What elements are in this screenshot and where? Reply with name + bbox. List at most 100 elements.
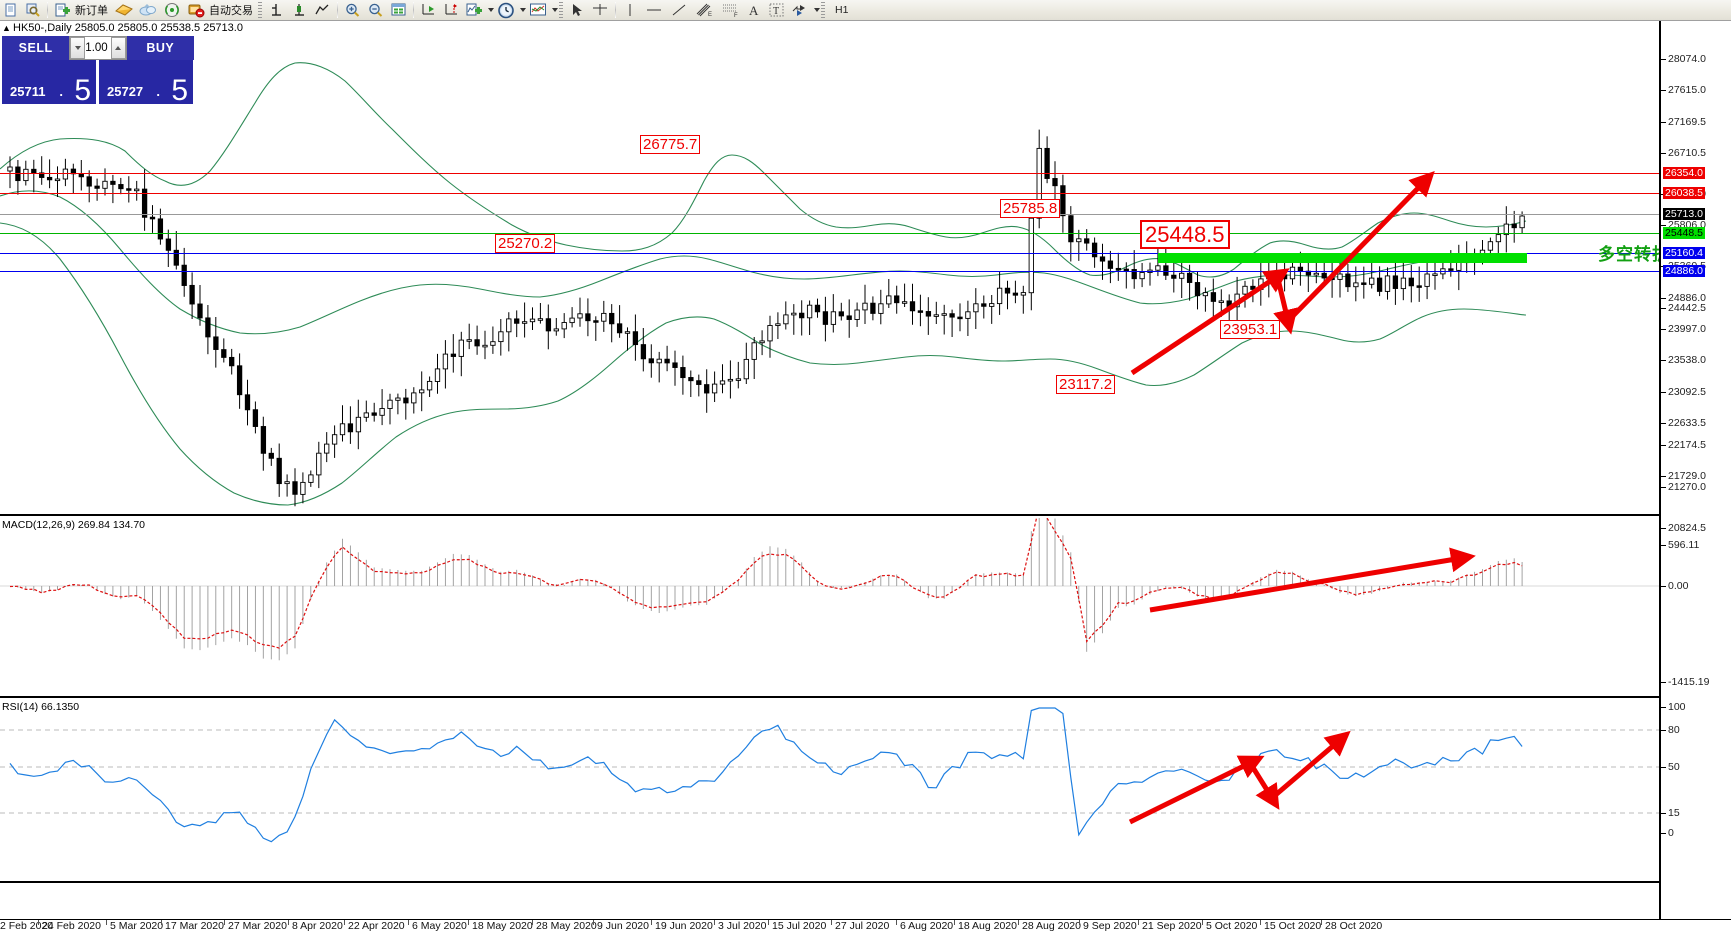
axis-tick-label: 21270.0 [1668,481,1706,493]
axis-tick [1661,487,1666,488]
date-tick [468,920,469,925]
support-line-25160[interactable] [0,253,1659,254]
sell-price-dec: 5 [74,74,91,107]
price-pane[interactable]: ▲ HK50-,Daily 25805.0 25805.0 25538.5 25… [0,21,1659,516]
level-tag-26038[interactable]: 26038.5 [1663,187,1705,199]
buy-button[interactable]: BUY [126,36,194,60]
zoom-in-icon[interactable] [342,1,363,20]
equidistant-channel-icon[interactable]: E [692,1,716,20]
buy-price-box[interactable]: 25727 . 5 [99,60,193,107]
timeframe-h1[interactable]: H1 [835,4,849,16]
sell-button[interactable]: SELL [2,36,70,60]
chart-shift-icon[interactable] [441,1,462,20]
price-axis[interactable]: 28074.027615.027169.526710.526265.025806… [1659,21,1731,919]
price-note-25448[interactable]: 25448.5 [1140,220,1230,250]
macd-label: MACD(12,26,9) 269.84 134.70 [2,519,146,531]
indicator-dropdown-caret[interactable] [488,8,494,12]
chart-collapse-icon[interactable]: ▲ [2,23,11,33]
line-chart-icon[interactable] [312,1,333,20]
date-tick-label: 5 Oct 2020 [1206,920,1258,932]
search-icon[interactable] [23,1,43,20]
date-tick [1138,920,1139,925]
resistance-line-26038[interactable] [0,193,1659,194]
axis-tick [1661,476,1666,477]
price-note-25785[interactable]: 25785.8 [1000,199,1061,219]
book-icon[interactable] [113,1,135,20]
sell-price-box[interactable]: 25711 . 5 [2,60,96,107]
zoom-out-icon[interactable] [365,1,386,20]
price-note-26775[interactable]: 26775.7 [640,135,701,155]
date-tick [954,920,955,925]
volume-stepper[interactable]: 1.00 [69,36,127,60]
text-label-icon[interactable]: A [744,1,764,20]
date-tick-label: 19 Jun 2020 [655,920,713,932]
new-order-button[interactable]: 新订单 [52,1,111,20]
vertical-line-icon[interactable] [620,1,640,20]
level-tag-25160[interactable]: 25160.4 [1663,247,1705,259]
chart-symbol-label: HK50-,Daily 25805.0 25805.0 25538.5 2571… [13,22,243,34]
crosshair-icon[interactable] [589,1,611,20]
autotrading-button[interactable]: 自动交易 [185,1,256,20]
date-tick-label: 9 Jun 2020 [597,920,649,932]
date-tick [831,920,832,925]
data-window-icon[interactable] [388,1,409,20]
macd-axis-tick-label: -1415.19 [1668,676,1710,688]
date-tick-label: 9 Sep 2020 [1083,920,1137,932]
level-tag-26354[interactable]: 26354.0 [1663,167,1705,179]
period-dropdown-caret[interactable] [520,8,526,12]
auto-scroll-icon[interactable] [418,1,439,20]
arrows-icon[interactable] [789,1,811,20]
fibonacci-icon[interactable]: F [718,1,742,20]
templates-dropdown-caret[interactable] [552,8,558,12]
toolbar-grip-3[interactable] [821,2,825,18]
text-box-icon[interactable]: T [766,1,787,20]
period-clock-icon[interactable] [495,1,517,20]
templates-icon[interactable] [527,1,549,20]
support-line-25448[interactable] [0,233,1659,234]
new-window-icon[interactable] [1,1,21,20]
one-click-trading-panel[interactable]: SELL 1.00 BUY 25711 . 5 25727 [2,36,194,110]
rsi-pane[interactable]: RSI(14) 66.1350 [0,700,1659,883]
toolbar-grip[interactable] [258,2,262,18]
date-tick [768,920,769,925]
cursor-icon[interactable] [567,1,587,20]
volume-input[interactable]: 1.00 [85,37,111,59]
cloud-icon[interactable] [137,1,159,20]
price-note-23953[interactable]: 23953.1 [1220,320,1281,340]
date-tick-label: 17 Mar 2020 [165,920,224,932]
level-tag-24886[interactable]: 24886.0 [1663,265,1705,277]
date-tick-label: 21 Sep 2020 [1142,920,1202,932]
toolbar-grip-2[interactable] [559,2,563,18]
chart-region[interactable]: ▲ HK50-,Daily 25805.0 25805.0 25538.5 25… [0,21,1731,939]
resistance-line-26354[interactable] [0,173,1659,174]
arrows-dropdown-caret[interactable] [814,8,820,12]
volume-increase-button[interactable] [110,37,126,59]
add-indicator-icon[interactable] [464,1,485,20]
level-tag-25448[interactable]: 25448.5 [1663,227,1705,239]
support-line-24886[interactable] [0,271,1659,272]
autotrading-label: 自动交易 [209,5,253,17]
price-note-23117[interactable]: 23117.2 [1056,375,1116,395]
date-tick [1202,920,1203,925]
macd-plot [0,518,1659,661]
axis-tick-label: 23092.5 [1668,386,1706,398]
trendline-icon[interactable] [668,1,690,20]
toolbar-divider-3 [413,2,414,18]
level-tag-bid-25713[interactable]: 25713.0 [1663,208,1705,220]
macd-pane[interactable]: MACD(12,26,9) 269.84 134.70 [0,518,1659,698]
bar-chart-icon[interactable] [266,1,287,20]
axis-tick-label: 27169.5 [1668,116,1706,128]
date-axis[interactable]: 2 Feb 2020 24 Feb 2020 5 Mar 2020 17 Mar 20… [0,919,1731,939]
candlestick-chart-icon[interactable] [289,1,310,20]
volume-decrease-button[interactable] [70,37,86,59]
date-tick [1260,920,1261,925]
sell-price-int: 25711 [10,84,46,99]
current-price-line-25713[interactable] [0,214,1659,215]
axis-tick-label: 23538.0 [1668,354,1706,366]
signal-icon[interactable] [161,1,183,20]
price-note-25270[interactable]: 25270.2 [495,234,556,254]
buy-price-dec: 5 [171,74,188,107]
svg-text:A: A [749,3,759,18]
horizontal-line-icon[interactable] [642,1,666,20]
axis-tick [1661,360,1666,361]
